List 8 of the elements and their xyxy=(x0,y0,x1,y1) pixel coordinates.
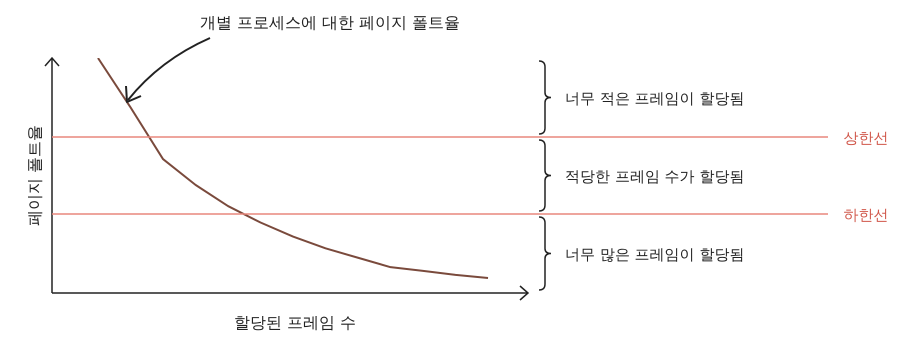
x-axis-title: 할당된 프레임 수 xyxy=(234,313,356,332)
text: 너무 적은 프레임이 할당됨 xyxy=(565,89,744,108)
ref-line-label: 하한선 xyxy=(844,206,888,224)
text: 너무 많은 프레임이 할당됨 xyxy=(565,246,744,264)
text: 개별 프로세스에 대한 페이지 폴트율 xyxy=(200,13,460,32)
y-axis-title: 페이지 폴트율 xyxy=(25,124,44,226)
ref-line-label: 상한선 xyxy=(844,128,888,147)
text: 적당한 프레임 수가 할당됨 xyxy=(565,168,744,186)
